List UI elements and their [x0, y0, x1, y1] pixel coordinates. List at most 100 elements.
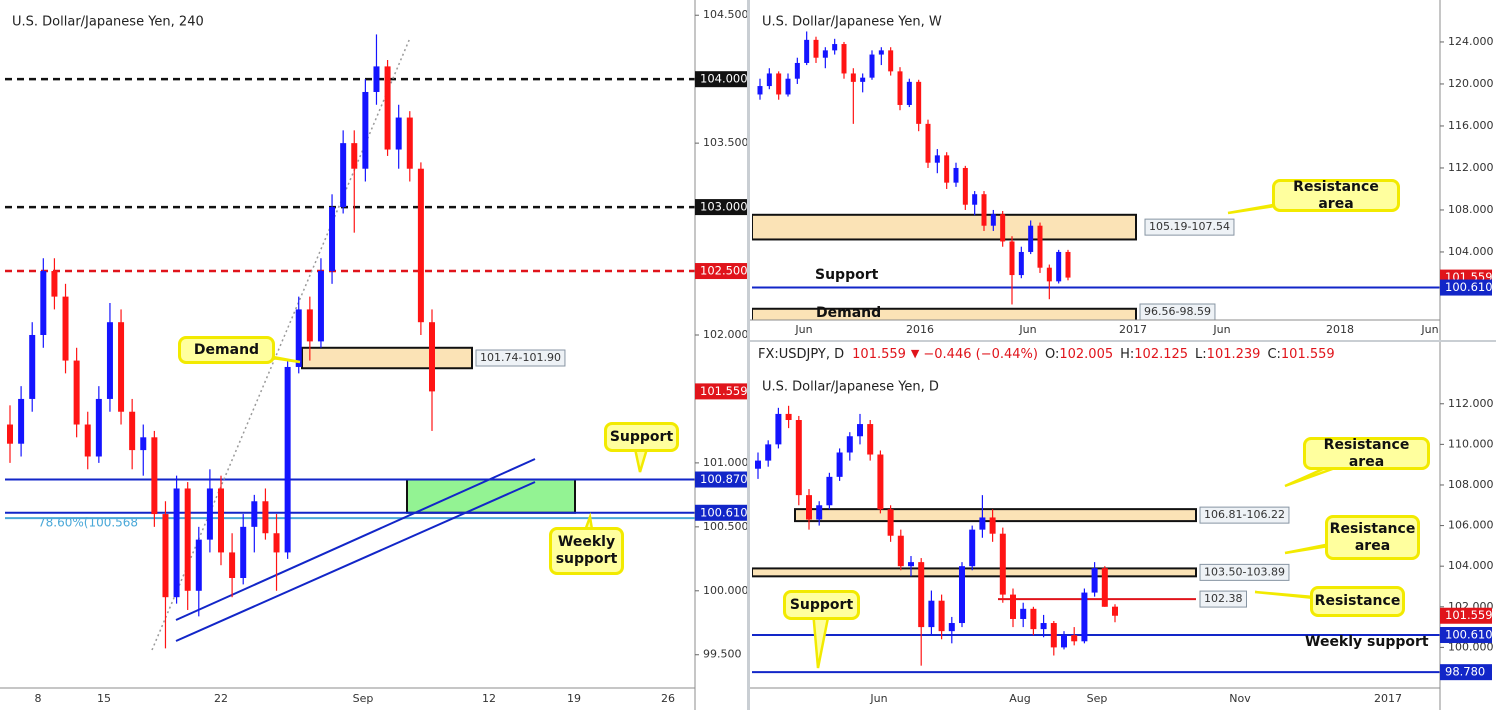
candle-body [417, 168, 424, 323]
candle-body [106, 322, 113, 399]
y-tick-label: 110.000 [1448, 437, 1494, 450]
candle-body [841, 44, 847, 74]
candle-body [944, 155, 950, 183]
change: −0.446 (−0.44%) [923, 347, 1038, 362]
ohlc-value: 101.239 [1207, 347, 1261, 362]
candle-body [1112, 606, 1118, 616]
candle-body [836, 452, 843, 477]
candle-body [173, 488, 180, 598]
candle-body [925, 123, 931, 163]
y-tick-label: 100.000 [703, 584, 747, 597]
trend-line [175, 458, 536, 621]
candle-body [981, 194, 987, 226]
candle-body [1065, 251, 1071, 278]
candle-body [51, 271, 58, 297]
candle-body [1101, 568, 1108, 607]
fib-line [151, 37, 411, 651]
price-tag [1440, 279, 1492, 296]
ohlc-label: C: [1267, 347, 1280, 362]
candle-body [262, 501, 269, 534]
y-tick-label: 108.000 [1448, 478, 1494, 491]
y-tick-label: 102.000 [703, 328, 747, 341]
candle-body [251, 501, 258, 527]
candle-body [794, 62, 800, 79]
candle-body [73, 360, 80, 425]
chart-title: U.S. Dollar/Japanese Yen, 240 [12, 15, 204, 30]
y-tick-label: 100.000 [1448, 640, 1494, 653]
callout: Resistance [1310, 586, 1405, 617]
candle-body [306, 309, 313, 342]
candle-body [850, 73, 856, 82]
zone [752, 567, 1197, 578]
candle-body [162, 514, 169, 598]
price-tag [695, 199, 747, 216]
candle-body [7, 424, 13, 444]
candle-body [351, 143, 358, 169]
candle-body [284, 366, 291, 553]
plot-area [752, 405, 1440, 674]
zone-label: 101.74-101.90 [480, 351, 561, 364]
level-label: 78.60%(100.568 [38, 516, 138, 530]
zone-label: 96.56-98.59 [1144, 305, 1211, 318]
candle-body [806, 495, 812, 520]
candle-body [1010, 594, 1016, 619]
candle-body [860, 77, 866, 82]
callout: Weekly support [549, 527, 624, 575]
x-tick-label: Jun [1212, 323, 1230, 336]
candle-body [240, 526, 247, 579]
candle-body [1056, 251, 1062, 282]
candle-body [785, 413, 792, 421]
candle-body [140, 437, 147, 451]
y-tick-label: 106.000 [1448, 519, 1494, 532]
change-arrow: ▼ [911, 347, 920, 360]
candle-body [832, 44, 838, 51]
y-tick-label: 99.500 [703, 648, 742, 661]
candle-body [429, 322, 435, 392]
candle-body [329, 207, 336, 272]
x-tick-label: 15 [97, 692, 111, 705]
x-tick-label: Jun [1018, 323, 1036, 336]
candle-body [62, 296, 69, 361]
candle-body [869, 54, 875, 78]
y-tick-label: 104.000 [1448, 559, 1494, 572]
x-tick-label: 19 [567, 692, 581, 705]
callout: Demand [178, 336, 275, 364]
candle-body [151, 437, 158, 515]
annotation-text: Demand [816, 304, 882, 321]
y-tick-label: 104.500 [703, 8, 747, 21]
candle-body [384, 66, 391, 150]
candle-body [1009, 241, 1015, 276]
ohlc-value: 101.559 [1281, 347, 1335, 362]
y-tick-label: 103.500 [703, 136, 747, 149]
y-tick-label: 112.000 [1448, 397, 1494, 410]
candle-body [953, 167, 959, 183]
candle-body [766, 73, 772, 87]
candle-body [129, 411, 136, 451]
y-tick-label: 112.000 [1448, 161, 1494, 174]
candle-body [1018, 251, 1024, 276]
candle-body [1040, 623, 1047, 630]
candle-body [804, 39, 810, 63]
candle-body [29, 334, 36, 399]
candle-body [816, 505, 823, 520]
candle-body [795, 420, 802, 496]
callout: Resistance area [1325, 515, 1420, 560]
candle-body [916, 81, 922, 124]
candle-body [1037, 225, 1043, 268]
candle-body [395, 117, 402, 150]
callout: Resistance area [1303, 437, 1430, 470]
candle-body [755, 460, 761, 469]
candle-body [877, 454, 884, 510]
x-tick-label: Sep [353, 692, 374, 705]
candle-body [888, 50, 894, 72]
x-tick-label: 2017 [1119, 323, 1147, 336]
annotation-text: Support [815, 266, 879, 283]
chart-weekly: 105.19-107.54 96.56-98.59 104.000 108.000 11… [750, 0, 1496, 340]
x-tick-label: 12 [482, 692, 496, 705]
candle-body [1071, 635, 1078, 642]
candle-body [962, 167, 968, 205]
y-tick-label: 108.000 [1448, 203, 1494, 216]
x-tick-label: 2016 [906, 323, 934, 336]
candle-body [362, 91, 369, 169]
